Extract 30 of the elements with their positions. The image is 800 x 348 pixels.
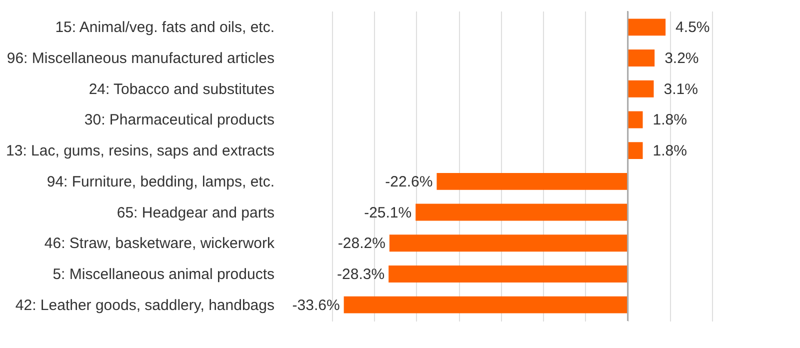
data-label: -25.1% [364,204,412,222]
data-label: 1.8% [652,112,687,129]
bar [344,296,628,314]
data-label: -28.2% [338,235,386,252]
bar [628,18,666,36]
y-tick-label: 5: Miscellaneous animal products [52,266,274,283]
y-tick-label: 42: Leather goods, saddlery, handbags [15,296,274,314]
y-tick-label: 30: Pharmaceutical products [84,112,274,129]
bar [389,234,628,252]
data-label: -28.3% [337,266,385,283]
y-tick-label: 46: Straw, basketware, wickerwork [44,235,275,252]
bar [416,204,628,221]
data-label: -22.6% [385,173,433,190]
y-tick-label: 96: Miscellaneous manufactured articles [6,50,274,68]
data-label: 4.5% [676,19,710,36]
bar [628,111,643,128]
y-tick-label: 24: Tobacco and substitutes [88,80,274,98]
y-tick-label: 13: Lac, gums, resins, saps and extracts [6,142,274,160]
bar [628,50,655,67]
bar [436,172,628,190]
data-label: 1.8% [652,142,687,160]
data-label: 3.1% [664,80,698,98]
bar [388,265,628,282]
bar [628,80,654,98]
y-tick-label: 65: Headgear and parts [116,204,274,222]
data-label: 3.2% [664,50,699,68]
y-tick-label: 15: Animal/veg. fats and oils, etc. [55,19,274,36]
bar [628,142,643,160]
y-tick-label: 94: Furniture, bedding, lamps, etc. [46,173,274,190]
data-label: -33.6% [292,296,340,314]
